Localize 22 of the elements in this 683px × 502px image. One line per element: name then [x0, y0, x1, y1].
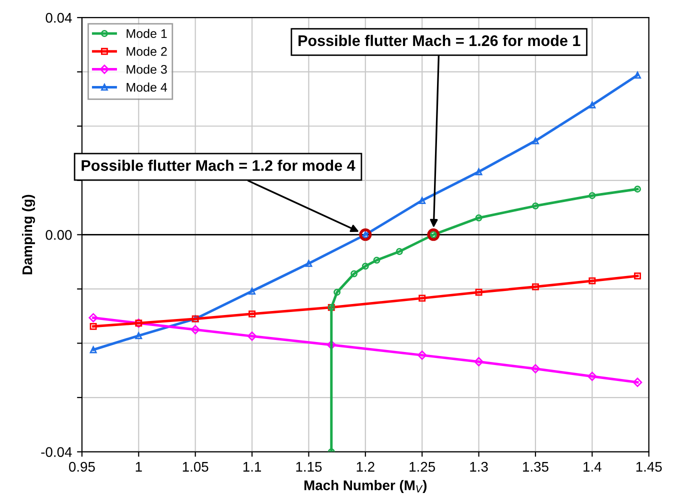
legend-label: Mode 2: [126, 46, 167, 56]
x-tick-label: 1.1: [243, 462, 262, 472]
x-tick-label: 1.45: [636, 462, 662, 472]
legend-label: Mode 3: [126, 64, 167, 74]
x-axis-title: Mach Number (M$_{V}$): [304, 480, 427, 493]
x-tick-label: 1.35: [523, 462, 548, 472]
y-axis-title: Damping (g): [22, 194, 36, 274]
y-tick-label: 0.00: [46, 230, 72, 240]
y-tick-label: 0.04: [46, 12, 72, 23]
x-tick-label: 0.95: [68, 462, 95, 472]
x-tick-label: 1: [136, 462, 142, 472]
x-tick-label: 1.4: [584, 462, 602, 472]
y-tick-label: -0.04: [41, 447, 72, 457]
legend-label: Mode 4: [126, 82, 168, 92]
x-tick-label: 1.25: [410, 462, 436, 472]
annotation: Possible flutter Mach = 1.26 for mode 1: [298, 34, 580, 46]
annotation: Possible flutter Mach = 1.2 for mode 4: [82, 160, 356, 171]
x-tick-label: 1.15: [296, 462, 322, 472]
x-tick-label: 1.2: [356, 462, 374, 472]
x-tick-label: 1.3: [470, 462, 488, 472]
legend-label: Mode 1: [126, 28, 167, 38]
x-tick-label: 1.05: [182, 462, 208, 472]
